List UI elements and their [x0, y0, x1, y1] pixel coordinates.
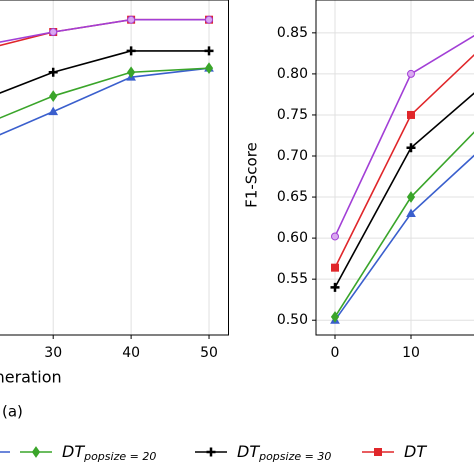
- marker: [49, 28, 58, 37]
- y-axis-label: F1-Score: [243, 142, 261, 208]
- line: [0, 67, 210, 136]
- marker: [406, 208, 416, 217]
- legend-label: DTpopsize = 30: [237, 442, 331, 464]
- y-tick-label: 0.60: [277, 230, 308, 246]
- legend-label: DTpopsize = 20: [62, 442, 156, 464]
- plot-area: [0, 0, 214, 335]
- axes-frame: [0, 0, 229, 336]
- marker: [204, 46, 214, 56]
- line: [334, 131, 474, 318]
- y-tick-label: 0.55: [277, 271, 308, 287]
- legend-marker: [31, 446, 41, 458]
- x-axis-label: Generation: [0, 368, 62, 387]
- y-tick-label: 0.80: [277, 66, 308, 82]
- legend-marker: [206, 447, 216, 457]
- legend-label: DT: [404, 442, 427, 461]
- marker: [406, 143, 416, 153]
- marker: [407, 69, 415, 78]
- caption: (a): [2, 403, 23, 421]
- marker: [406, 191, 416, 203]
- line: [334, 154, 474, 321]
- line: [334, 53, 474, 269]
- y-tick-label: 0.50: [277, 312, 308, 328]
- marker: [204, 62, 214, 75]
- x-tick-label: 30: [44, 345, 62, 361]
- y-tick-label: 0.65: [277, 189, 308, 205]
- legend-marker: [374, 448, 382, 456]
- marker: [48, 67, 58, 77]
- y-tick-label: 0.75: [277, 107, 308, 123]
- line: [0, 50, 210, 94]
- x-tick-label: 0: [331, 345, 340, 361]
- marker: [330, 282, 340, 292]
- line: [334, 34, 474, 237]
- marker: [205, 15, 214, 24]
- axes-frame: [315, 0, 474, 336]
- marker: [407, 110, 415, 119]
- y-tick-label: 0.85: [277, 25, 308, 41]
- line: [0, 18, 210, 43]
- marker: [49, 90, 58, 102]
- y-tick-label: 0.70: [277, 148, 308, 164]
- marker: [127, 15, 136, 24]
- marker: [48, 106, 59, 116]
- x-tick-label: 10: [402, 345, 420, 361]
- marker: [330, 311, 340, 323]
- marker: [127, 66, 136, 79]
- line: [334, 92, 474, 288]
- x-tick-label: 40: [122, 345, 140, 361]
- marker: [331, 263, 339, 272]
- plot-area: [316, 0, 474, 335]
- marker: [331, 232, 339, 241]
- line: [0, 67, 210, 119]
- marker: [126, 46, 136, 56]
- x-tick-label: 50: [200, 345, 218, 361]
